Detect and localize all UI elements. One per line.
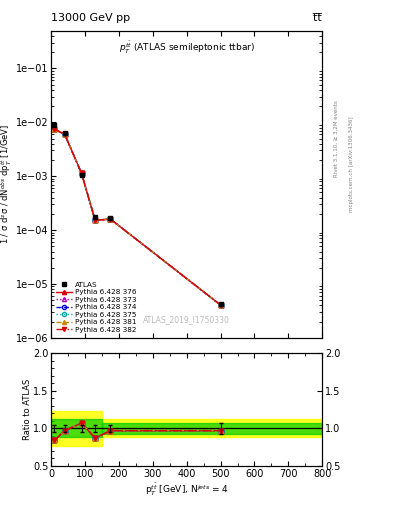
Text: $p_T^{t\bar{t}}$ (ATLAS semileptonic ttbar): $p_T^{t\bar{t}}$ (ATLAS semileptonic ttb… <box>119 40 255 56</box>
Bar <box>51 411 102 445</box>
Bar <box>51 419 102 437</box>
Legend: ATLAS, Pythia 6.428 376, Pythia 6.428 373, Pythia 6.428 374, Pythia 6.428 375, P: ATLAS, Pythia 6.428 376, Pythia 6.428 37… <box>55 281 138 334</box>
Y-axis label: Ratio to ATLAS: Ratio to ATLAS <box>22 379 31 440</box>
X-axis label: p$^{t\bar{t}}_{T}$ [GeV], N$^{jets}$ = 4: p$^{t\bar{t}}_{T}$ [GeV], N$^{jets}$ = 4 <box>145 481 229 498</box>
Text: t̅t̅: t̅t̅ <box>314 13 322 23</box>
Text: 13000 GeV pp: 13000 GeV pp <box>51 13 130 23</box>
Bar <box>102 423 322 434</box>
Y-axis label: 1 / σ d²σ / dN$^{obs}$ dp$^{t\bar{t}}_{T}$ [1/GeV]: 1 / σ d²σ / dN$^{obs}$ dp$^{t\bar{t}}_{T… <box>0 124 14 244</box>
Text: Rivet 3.1.10, ≥ 3.2M events: Rivet 3.1.10, ≥ 3.2M events <box>334 100 338 177</box>
Bar <box>102 419 322 437</box>
Text: ATLAS_2019_I1750330: ATLAS_2019_I1750330 <box>143 315 230 324</box>
Text: mcplots.cern.ch [arXiv:1306.3436]: mcplots.cern.ch [arXiv:1306.3436] <box>349 116 354 211</box>
